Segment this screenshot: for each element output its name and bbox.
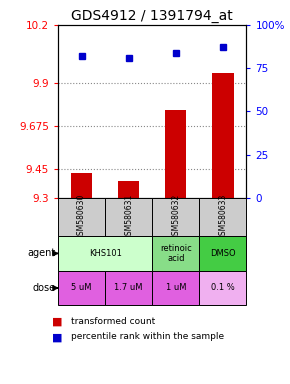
Bar: [199, 271, 246, 305]
Bar: [71, 173, 92, 198]
Bar: [118, 182, 139, 198]
Text: retinoic
acid: retinoic acid: [160, 244, 192, 263]
Text: 0.1 %: 0.1 %: [211, 283, 235, 293]
Text: 1 uM: 1 uM: [166, 283, 186, 293]
Bar: [165, 110, 186, 198]
Bar: [105, 271, 152, 305]
Text: dose: dose: [32, 283, 56, 293]
Bar: [199, 198, 246, 236]
Text: GSM580630: GSM580630: [77, 194, 86, 240]
Text: agent: agent: [27, 248, 56, 258]
Text: GSM580633: GSM580633: [218, 194, 227, 240]
Bar: [105, 198, 152, 236]
Bar: [152, 236, 200, 271]
Text: 1.7 uM: 1.7 uM: [115, 283, 143, 293]
Text: percentile rank within the sample: percentile rank within the sample: [71, 332, 224, 341]
Bar: [152, 271, 200, 305]
Text: ■: ■: [52, 317, 63, 327]
Bar: [212, 73, 233, 198]
Text: ■: ■: [52, 332, 63, 342]
Text: GSM580632: GSM580632: [171, 194, 180, 240]
Bar: [58, 236, 152, 271]
Title: GDS4912 / 1391794_at: GDS4912 / 1391794_at: [71, 8, 233, 23]
Bar: [199, 236, 246, 271]
Text: KHS101: KHS101: [89, 249, 122, 258]
Text: 5 uM: 5 uM: [71, 283, 92, 293]
Bar: [58, 198, 105, 236]
Bar: [152, 198, 200, 236]
Text: transformed count: transformed count: [71, 317, 155, 326]
Text: DMSO: DMSO: [210, 249, 236, 258]
Text: GSM580631: GSM580631: [124, 194, 133, 240]
Bar: [58, 271, 105, 305]
